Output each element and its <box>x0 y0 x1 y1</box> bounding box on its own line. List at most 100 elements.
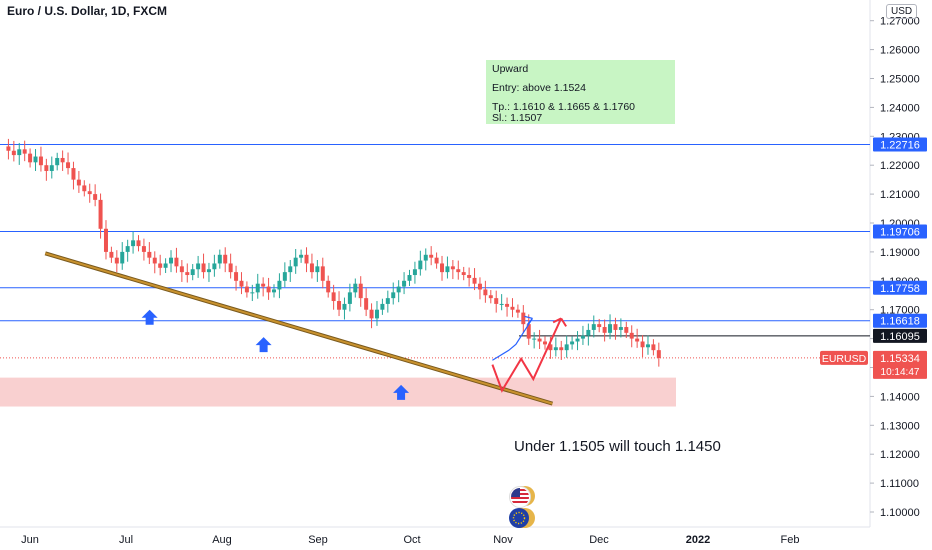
y-tick-label: 1.14000 <box>880 391 920 403</box>
support-resistance-levels <box>0 144 870 359</box>
candle-body <box>575 338 580 342</box>
candle-body <box>326 280 331 293</box>
symbol-tag-label: EURUSD <box>822 353 867 365</box>
candle-body <box>586 329 591 336</box>
candle-body <box>147 251 152 258</box>
x-tick-label: 2022 <box>686 534 710 546</box>
last-price-label: 1.15334 <box>880 353 920 365</box>
projection-blue <box>492 318 533 361</box>
note-direction: Upward <box>492 63 529 75</box>
level-price-label: 1.16095 <box>880 331 920 343</box>
candle-body <box>320 266 325 281</box>
projection-red <box>491 317 563 393</box>
candle-body <box>580 335 585 339</box>
candle-body <box>553 347 558 351</box>
level-price-tag <box>873 224 927 239</box>
candle-body <box>174 257 179 267</box>
y-tick-label: 1.11000 <box>880 478 919 490</box>
candle-body <box>526 324 531 339</box>
candle-body <box>342 303 347 310</box>
x-tick-label: Sep <box>308 534 328 546</box>
candle-body <box>537 338 542 342</box>
trendline-layer <box>44 251 554 406</box>
candle-body <box>82 185 87 192</box>
candle-body <box>450 266 455 270</box>
candle-body <box>645 344 650 348</box>
candle-body <box>570 341 575 345</box>
candle-body <box>477 283 482 290</box>
projection-blue-head <box>524 315 533 325</box>
candle-body <box>60 157 65 163</box>
candle-body <box>364 298 369 310</box>
candle-body <box>309 263 314 273</box>
candle-body <box>299 254 304 258</box>
candle-body <box>315 266 320 273</box>
candle-body <box>461 272 466 276</box>
price-labels: 1.227161.197061.177581.166181.160951.152… <box>820 137 927 379</box>
y-tick-label: 1.21000 <box>880 189 920 201</box>
eu-flag-icon[interactable] <box>509 508 529 528</box>
candle-body <box>423 254 428 261</box>
candle-body <box>266 286 271 293</box>
candle-body <box>353 283 358 293</box>
demand-zone-layer <box>0 377 676 407</box>
candle-body <box>49 165 54 171</box>
x-tick-label: Jul <box>119 534 133 546</box>
last-price-tag <box>873 350 927 379</box>
candle-body <box>591 324 596 330</box>
candle-body <box>277 280 282 290</box>
us-flag-icon[interactable] <box>509 486 531 508</box>
candle-body <box>380 303 385 310</box>
candle-body <box>244 286 249 293</box>
candle-body <box>543 341 547 345</box>
x-tick-label: Jun <box>21 534 39 546</box>
candle-body <box>494 298 499 304</box>
symbol-title[interactable]: Euro / U.S. Dollar, 1D, FXCM <box>7 4 168 18</box>
note-targets: Tp.: 1.1610 & 1.1665 & 1.1760 <box>492 101 636 113</box>
price-axis[interactable]: 1.270001.260001.250001.240001.230001.220… <box>870 16 920 519</box>
candle-body <box>11 150 16 156</box>
candle-body <box>44 165 49 171</box>
candle-body <box>602 327 607 333</box>
candle-body <box>532 338 537 340</box>
level-price-tag <box>873 137 927 152</box>
up-arrow-icon <box>393 384 410 400</box>
candle-body <box>6 146 11 151</box>
candle-body <box>272 289 276 293</box>
candle-body <box>396 286 401 293</box>
candle-body <box>33 156 38 163</box>
candle-body <box>597 324 602 328</box>
candle-body <box>293 257 298 267</box>
candle-body <box>564 344 569 351</box>
candle-body <box>548 344 553 351</box>
candle-body <box>505 303 510 307</box>
note-stoploss: Sl.: 1.1507 <box>492 112 543 124</box>
time-axis[interactable]: Jun Jul Aug Sep Oct Nov Dec 2022 Feb <box>21 534 799 546</box>
candle-body <box>304 254 309 264</box>
candle-body <box>152 257 157 264</box>
candle-body <box>234 272 239 281</box>
x-tick-label: Aug <box>212 534 232 546</box>
candle-body <box>87 191 92 195</box>
up-arrow-icon <box>255 337 272 353</box>
candle-body <box>407 275 412 281</box>
currency-badge[interactable]: USD <box>886 4 918 19</box>
candle-body <box>412 269 417 276</box>
demand-zone <box>0 377 676 407</box>
candle-body <box>169 257 174 264</box>
candle-body <box>418 260 423 270</box>
trendline <box>44 252 553 405</box>
candle-body <box>640 341 645 348</box>
candle-body <box>402 280 407 287</box>
candle-body <box>656 350 661 358</box>
candle-body <box>98 199 103 229</box>
level-price-tag <box>873 328 927 343</box>
candle-body <box>103 228 108 252</box>
candle-body <box>629 332 634 339</box>
grid-layer <box>0 0 871 528</box>
y-tick-label: 1.26000 <box>880 45 920 57</box>
candle-body <box>635 338 640 342</box>
event-badges[interactable] <box>509 485 545 529</box>
candle-body <box>179 266 184 273</box>
